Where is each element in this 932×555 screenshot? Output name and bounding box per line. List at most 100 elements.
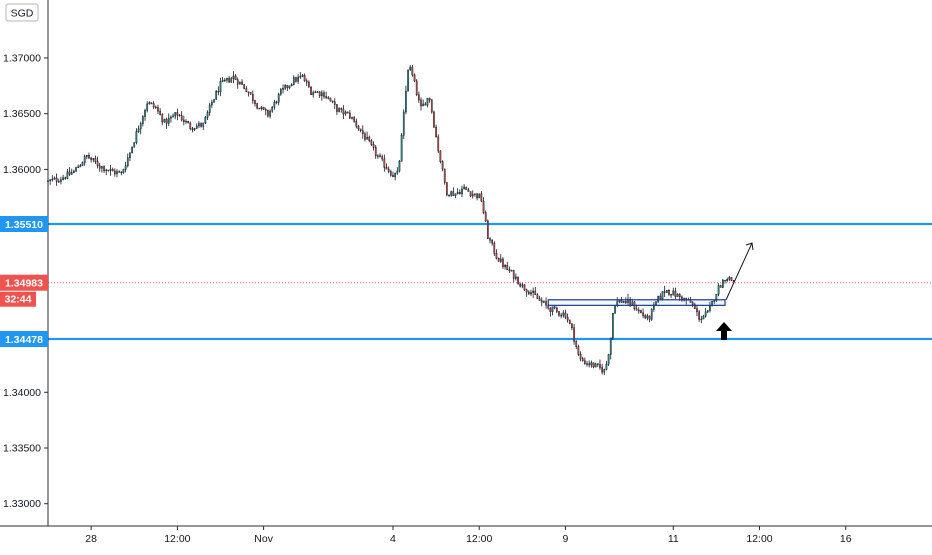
candle-body <box>152 103 155 108</box>
candle-body <box>663 291 666 293</box>
y-tick-label: 1.36500 <box>3 108 41 120</box>
y-tick-label: 1.33000 <box>3 498 41 510</box>
candle-body <box>219 81 222 93</box>
candle-body <box>644 315 647 319</box>
candle-body <box>564 312 567 318</box>
candle-body <box>200 123 202 127</box>
candle-body <box>452 191 455 196</box>
candle-body <box>525 289 528 293</box>
candle-body <box>116 171 118 175</box>
key-level-price-label: 1.35510 <box>5 219 43 231</box>
up-arrow-icon[interactable] <box>716 322 732 340</box>
candle-body <box>105 169 108 172</box>
candle-body <box>596 363 599 365</box>
candle-body <box>549 307 552 312</box>
candle-body <box>491 239 494 244</box>
candle-body <box>665 289 668 293</box>
candle-body <box>711 300 713 307</box>
annotations[interactable] <box>716 242 754 340</box>
candle-body <box>346 111 349 114</box>
candle-body <box>90 157 92 160</box>
candle-body <box>706 310 709 313</box>
candle-body <box>661 291 664 300</box>
candle-body <box>646 315 649 319</box>
candle-body <box>437 136 440 152</box>
candle-body <box>435 126 437 138</box>
projection-arrow-head[interactable] <box>745 242 754 251</box>
candle-body <box>446 182 448 196</box>
candle-body <box>135 131 138 143</box>
candle-body <box>286 85 289 88</box>
candle-body <box>98 165 101 169</box>
candle-body <box>698 311 700 320</box>
y-tick-label: 1.37000 <box>3 52 41 64</box>
candle-body <box>642 312 644 316</box>
candle-body <box>402 111 405 136</box>
x-tick-label: 4 <box>390 533 396 545</box>
projection-arrow-line[interactable] <box>725 242 753 301</box>
candle-body <box>413 74 416 82</box>
candle-body <box>575 340 578 347</box>
x-tick-label: 9 <box>563 533 569 545</box>
zone[interactable] <box>547 299 726 306</box>
candle-body <box>519 283 522 287</box>
candle-body <box>124 165 127 170</box>
candle-body <box>622 301 625 303</box>
candle-body <box>150 102 153 104</box>
candle-body <box>299 76 302 78</box>
candle-body <box>515 276 517 279</box>
candle-body <box>499 258 502 262</box>
candle-body <box>260 106 263 109</box>
candle-body <box>126 157 129 167</box>
candle-body <box>385 167 388 170</box>
key-level-price-badge <box>0 215 48 232</box>
candle-body <box>236 79 239 85</box>
candle-body <box>340 108 343 110</box>
candle-body <box>599 364 601 368</box>
candle-body <box>383 158 386 168</box>
candle-body <box>502 258 504 267</box>
candle-body <box>553 306 556 309</box>
candle-body <box>450 191 453 196</box>
support-zone-rect[interactable] <box>547 299 726 306</box>
candle-body <box>142 116 144 124</box>
candle-body <box>543 301 545 303</box>
candle-body <box>325 96 327 98</box>
candle-body <box>174 112 177 117</box>
candle-body <box>120 171 123 174</box>
price-labels: 1.35510 1.34478 1.34983 32:44 <box>0 215 48 348</box>
currency-badge[interactable] <box>5 3 39 22</box>
candle-body <box>678 294 681 298</box>
candle-body <box>223 79 226 82</box>
candle-body <box>245 88 248 93</box>
candle-body <box>163 119 166 123</box>
candle-body <box>480 193 483 202</box>
candle-body <box>370 140 373 145</box>
candle-body <box>170 116 172 119</box>
x-tick-label: 12:00 <box>164 533 190 545</box>
candle-body <box>57 181 60 183</box>
x-tick-label: 16 <box>840 533 852 545</box>
candle-body <box>424 103 427 106</box>
candle-body <box>157 107 159 112</box>
candle-body <box>717 285 720 295</box>
candle-body <box>131 147 133 154</box>
candle-body <box>258 107 261 110</box>
candle-body <box>484 212 487 222</box>
candle-body <box>704 311 707 317</box>
candle-body <box>726 279 729 281</box>
candle-body <box>167 117 170 124</box>
candle-body <box>637 310 640 312</box>
candle-body <box>249 92 252 95</box>
candle-body <box>113 170 116 175</box>
candle-body <box>217 91 220 93</box>
candle-body <box>439 150 442 162</box>
candles <box>47 64 735 376</box>
candle-body <box>361 130 364 134</box>
candle-body <box>133 142 136 148</box>
candle-body <box>728 277 731 280</box>
candle-body <box>398 161 401 172</box>
candle-body <box>590 362 593 366</box>
candle-body <box>111 169 114 172</box>
candle-body <box>521 284 524 287</box>
